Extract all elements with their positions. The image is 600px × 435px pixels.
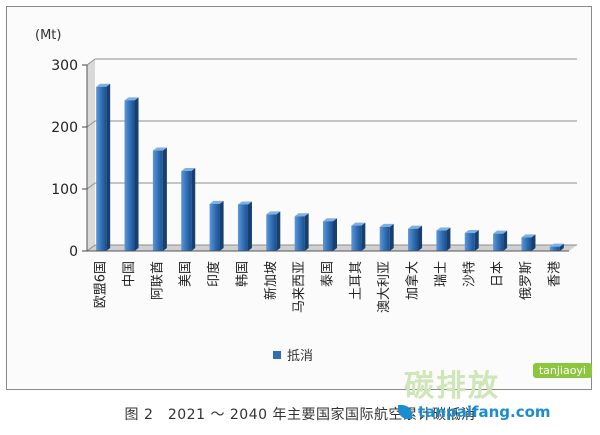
bar [408,228,419,251]
bar [181,171,192,251]
gridline-diag [86,244,96,252]
bar [294,216,305,251]
x-tick-label: 中国 [122,261,137,287]
bar [266,214,277,251]
bar-side [219,200,224,251]
bar-top [436,227,451,231]
bar-side [304,213,309,251]
bar-side [559,243,564,251]
y-tick-label: 100 [51,182,78,198]
y-tick-label: 200 [51,120,78,136]
bar [351,225,362,251]
bar-side [389,223,394,251]
bar-side [106,83,111,251]
bar-chart: 0 100 200 300 欧盟6国 中国 阿联酋 美国 印度 韩国 新加坡 马来西亚 泰国 土耳其 澳大利… [35,28,577,364]
bar-side [333,218,337,251]
x-tick-label: 马来西亚 [292,261,307,313]
bar [323,221,333,251]
bar-top [379,223,394,227]
bar [464,233,475,251]
watermark-url: tanpaifang.com [418,403,551,421]
x-tick-label: 沙特 [462,261,477,287]
bar [549,246,560,251]
bar-top [124,97,139,101]
gridline-diag [86,58,96,66]
bar [436,230,447,251]
legend-label: 抵消 [287,349,313,364]
x-tick-label: 加拿大 [405,261,421,300]
bar-side [446,227,451,251]
x-tick-label: 瑞士 [434,261,449,287]
chart-frame: 0 100 200 300 欧盟6国 中国 阿联酋 美国 印度 韩国 新加坡 马来西亚 泰国 土耳其 澳大利… [6,6,592,390]
x-tick-label: 泰国 [321,261,336,287]
x-tick-label: 俄罗斯 [519,261,534,300]
x-tick-label: 韩国 [235,261,250,287]
bar-top [152,147,167,151]
bar-side [361,222,366,251]
watermark-badge: tanjiaoyi [532,363,592,378]
figure-caption: 图 2 2021 ～ 2040 年主要国家国际航空累计碳抵消 [124,407,476,423]
x-tick-label: 印度 [206,261,222,287]
x-tick-label: 阿联酋 [149,261,165,300]
legend-swatch [273,351,281,359]
bar-top [96,83,111,87]
x-tick-label: 美国 [179,261,194,287]
bar-top [351,222,366,226]
bar-side [247,201,252,251]
bar-top [493,230,508,234]
bar-top [294,213,309,217]
bar [521,237,532,251]
bar-top [521,234,536,238]
bar [379,226,390,251]
bar [124,100,135,251]
bar [96,86,107,251]
bar-top [237,201,252,205]
bar-top [408,225,423,229]
x-tick-label: 新加坡 [263,261,279,300]
legend: 抵消 [273,349,313,364]
x-tick-label: 澳大利亚 [376,261,392,313]
bar-top [181,168,196,172]
bar-top [549,243,564,247]
bar-side [418,225,423,251]
watermark: 碳排放 tanjiaoyi tanpaifang.com [374,357,594,432]
bar-side [474,230,479,251]
bar-top [266,211,281,215]
bar-side [134,97,139,251]
watermark-brand: 碳排放 [404,369,500,404]
x-tick-label: 土耳其 [349,261,364,300]
y-tick-label: 0 [69,244,78,260]
bar-side [162,147,167,251]
bar-side [503,230,508,251]
side-wall [87,59,95,251]
leaf-icon [398,405,412,419]
bar-side [276,211,281,251]
y-axis-label: (Mt) [35,28,61,43]
bar-side [531,234,536,251]
x-tick-label: 日本 [491,261,506,287]
x-tick-label: 欧盟6国 [94,261,109,308]
bar [209,203,220,251]
bar-side [191,168,196,251]
bar [152,150,163,251]
bar-top [209,200,224,204]
bar-top [464,230,479,234]
bar [237,204,248,251]
gridline-diag [86,182,96,190]
x-tick-label: 香港 [547,261,562,287]
gridline-diag [86,120,96,128]
bar-top [323,218,337,222]
bar [493,233,504,251]
y-tick-label: 300 [51,58,78,74]
